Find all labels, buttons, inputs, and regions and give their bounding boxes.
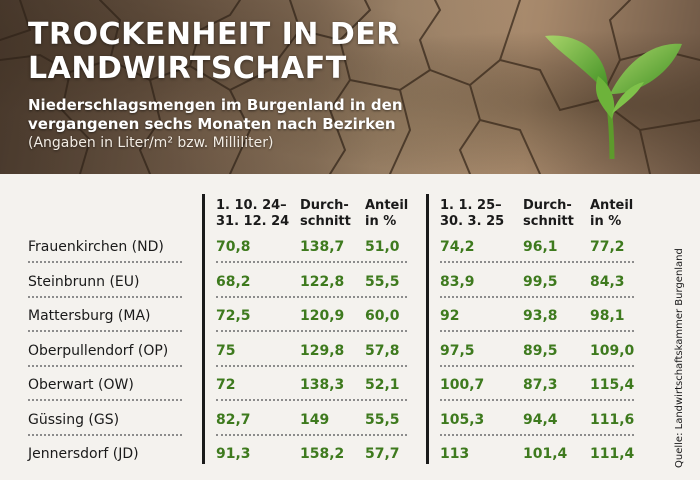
row-separator: [28, 399, 182, 401]
page-subtitle: Niederschlagsmengen im Burgenland in den…: [28, 96, 403, 133]
value-cell: 94,4: [523, 412, 558, 428]
value-cell: 89,5: [523, 343, 558, 359]
value-cell: 52,1: [365, 377, 400, 393]
value-cell: 55,5: [365, 274, 400, 290]
row-separator: [216, 296, 407, 298]
value-cell: 109,0: [590, 343, 635, 359]
row-separator: [216, 365, 407, 367]
value-cell: 138,3: [300, 377, 345, 393]
district-label: Oberpullendorf (OP): [28, 343, 169, 359]
value-cell: 111,6: [590, 412, 635, 428]
header-banner: TROCKENHEIT IN DER LANDWIRTSCHAFT Nieder…: [0, 0, 700, 174]
row-separator: [216, 330, 407, 332]
row-separator: [28, 261, 182, 263]
value-cell: 75: [216, 343, 236, 359]
value-cell: 60,0: [365, 308, 400, 324]
row-separator: [440, 365, 634, 367]
district-label: Mattersburg (MA): [28, 308, 151, 324]
district-label: Steinbrunn (EU): [28, 274, 140, 290]
value-cell: 68,2: [216, 274, 251, 290]
row-separator: [28, 434, 182, 436]
district-label: Frauenkirchen (ND): [28, 239, 164, 255]
column-header: Durch-schnitt: [300, 198, 351, 229]
column-header: 1. 1. 25– 30. 3. 25: [440, 198, 505, 229]
value-cell: 99,5: [523, 274, 558, 290]
value-cell: 97,5: [440, 343, 475, 359]
district-label: Oberwart (OW): [28, 377, 134, 393]
row-separator: [216, 434, 407, 436]
value-cell: 84,3: [590, 274, 625, 290]
value-cell: 122,8: [300, 274, 345, 290]
column-header: Anteil in %: [590, 198, 634, 229]
value-cell: 105,3: [440, 412, 485, 428]
value-cell: 129,8: [300, 343, 345, 359]
column-divider-2: [426, 194, 429, 464]
value-cell: 120,9: [300, 308, 345, 324]
value-cell: 93,8: [523, 308, 558, 324]
row-separator: [440, 434, 634, 436]
value-cell: 72,5: [216, 308, 251, 324]
value-cell: 115,4: [590, 377, 635, 393]
value-cell: 92: [440, 308, 460, 324]
column-header: Anteil in %: [365, 198, 409, 229]
value-cell: 51,0: [365, 239, 400, 255]
value-cell: 83,9: [440, 274, 475, 290]
value-cell: 158,2: [300, 446, 345, 462]
district-label: Jennersdorf (JD): [28, 446, 139, 462]
value-cell: 74,2: [440, 239, 475, 255]
unit-note: (Angaben in Liter/m² bzw. Milliliter): [28, 135, 274, 151]
column-header: 1. 10. 24– 31. 12. 24: [216, 198, 290, 229]
row-separator: [440, 330, 634, 332]
value-cell: 57,8: [365, 343, 400, 359]
value-cell: 96,1: [523, 239, 558, 255]
page-title: TROCKENHEIT IN DER LANDWIRTSCHAFT: [28, 17, 400, 86]
seedling-icon: [545, 35, 682, 160]
column-divider-1: [202, 194, 205, 464]
value-cell: 101,4: [523, 446, 568, 462]
row-separator: [216, 261, 407, 263]
value-cell: 100,7: [440, 377, 485, 393]
value-cell: 113: [440, 446, 470, 462]
value-cell: 82,7: [216, 412, 251, 428]
value-cell: 72: [216, 377, 236, 393]
value-cell: 91,3: [216, 446, 251, 462]
row-separator: [440, 296, 634, 298]
row-separator: [28, 365, 182, 367]
value-cell: 77,2: [590, 239, 625, 255]
value-cell: 111,4: [590, 446, 635, 462]
value-cell: 138,7: [300, 239, 345, 255]
value-cell: 87,3: [523, 377, 558, 393]
value-cell: 57,7: [365, 446, 400, 462]
row-separator: [440, 261, 634, 263]
value-cell: 149: [300, 412, 330, 428]
row-separator: [216, 399, 407, 401]
value-cell: 55,5: [365, 412, 400, 428]
district-label: Güssing (GS): [28, 412, 120, 428]
value-cell: 98,1: [590, 308, 625, 324]
value-cell: 70,8: [216, 239, 251, 255]
row-separator: [28, 296, 182, 298]
row-separator: [440, 399, 634, 401]
column-header: Durch-schnitt: [523, 198, 574, 229]
row-separator: [28, 330, 182, 332]
source-note: Quelle: Landwirtschaftskammer Burgenland: [674, 248, 685, 468]
